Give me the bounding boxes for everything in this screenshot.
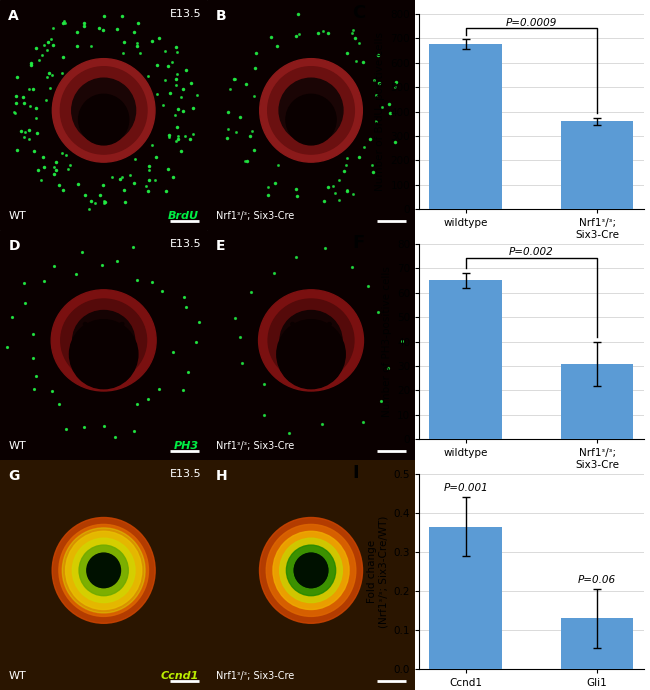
Text: P=0.001: P=0.001 [443,484,488,493]
Bar [561,121,633,209]
Ellipse shape [260,59,362,162]
Ellipse shape [268,299,354,382]
Text: E13.5: E13.5 [170,469,201,479]
Ellipse shape [52,518,155,623]
Bar [430,280,502,440]
Ellipse shape [279,78,343,143]
Ellipse shape [62,528,145,613]
Text: Nrf1ᶟ/ᶟ; Six3-Cre: Nrf1ᶟ/ᶟ; Six3-Cre [216,441,294,451]
Bar [561,618,633,669]
Y-axis label: Number of BrdU- positive cells: Number of BrdU- positive cells [375,32,385,191]
Ellipse shape [87,553,120,588]
Text: BrdU: BrdU [168,211,199,221]
Ellipse shape [286,95,336,145]
Text: Nrf1ᶟ/ᶟ; Six3-Cre: Nrf1ᶟ/ᶟ; Six3-Cre [216,211,294,221]
Ellipse shape [287,545,335,595]
Text: I: I [352,464,359,482]
Text: E13.5: E13.5 [170,9,201,19]
Ellipse shape [277,319,345,388]
Text: Nrf1ᶟ/ᶟ; Six3-Cre: Nrf1ᶟ/ᶟ; Six3-Cre [216,671,294,681]
Ellipse shape [72,538,135,602]
Y-axis label: Fold change
(Nrf1ᶟ/ᶟ; Six3-Cre/WT): Fold change (Nrf1ᶟ/ᶟ; Six3-Cre/WT) [367,515,388,628]
Ellipse shape [70,319,138,388]
Text: P=0.0009: P=0.0009 [506,18,557,28]
Text: WT: WT [8,671,26,681]
Text: Ccnd1: Ccnd1 [161,671,199,681]
Ellipse shape [87,553,120,588]
Text: PH3: PH3 [174,441,199,451]
Text: C: C [352,4,365,22]
Bar [430,526,502,669]
Text: F: F [352,234,364,252]
Text: E: E [216,239,225,253]
Ellipse shape [60,299,147,382]
Text: A: A [8,9,19,23]
Text: E13.5: E13.5 [170,239,201,249]
Ellipse shape [60,67,147,154]
Y-axis label: Number of PH3-positive cells: Number of PH3-positive cells [382,266,391,417]
Ellipse shape [266,524,356,616]
Text: D: D [8,239,20,253]
Ellipse shape [280,538,343,602]
Ellipse shape [79,545,128,595]
Ellipse shape [51,290,156,391]
Ellipse shape [53,59,155,162]
Text: P=0.06: P=0.06 [578,575,616,585]
Ellipse shape [73,310,135,371]
Text: P=0.002: P=0.002 [509,247,554,257]
Ellipse shape [280,310,342,371]
Ellipse shape [79,95,129,145]
Text: WT: WT [8,441,26,451]
Ellipse shape [259,518,363,623]
Ellipse shape [294,553,328,588]
Text: B: B [216,9,226,23]
Bar [430,44,502,209]
Ellipse shape [273,531,349,609]
Text: H: H [216,469,228,483]
Text: WT: WT [8,211,26,221]
Ellipse shape [72,78,136,143]
Ellipse shape [268,67,354,154]
Text: G: G [8,469,20,483]
Ellipse shape [59,524,148,616]
FancyArrowPatch shape [85,324,122,333]
Ellipse shape [259,290,363,391]
Ellipse shape [66,531,142,609]
Bar [561,364,633,440]
Ellipse shape [294,553,328,588]
FancyArrowPatch shape [292,324,330,333]
